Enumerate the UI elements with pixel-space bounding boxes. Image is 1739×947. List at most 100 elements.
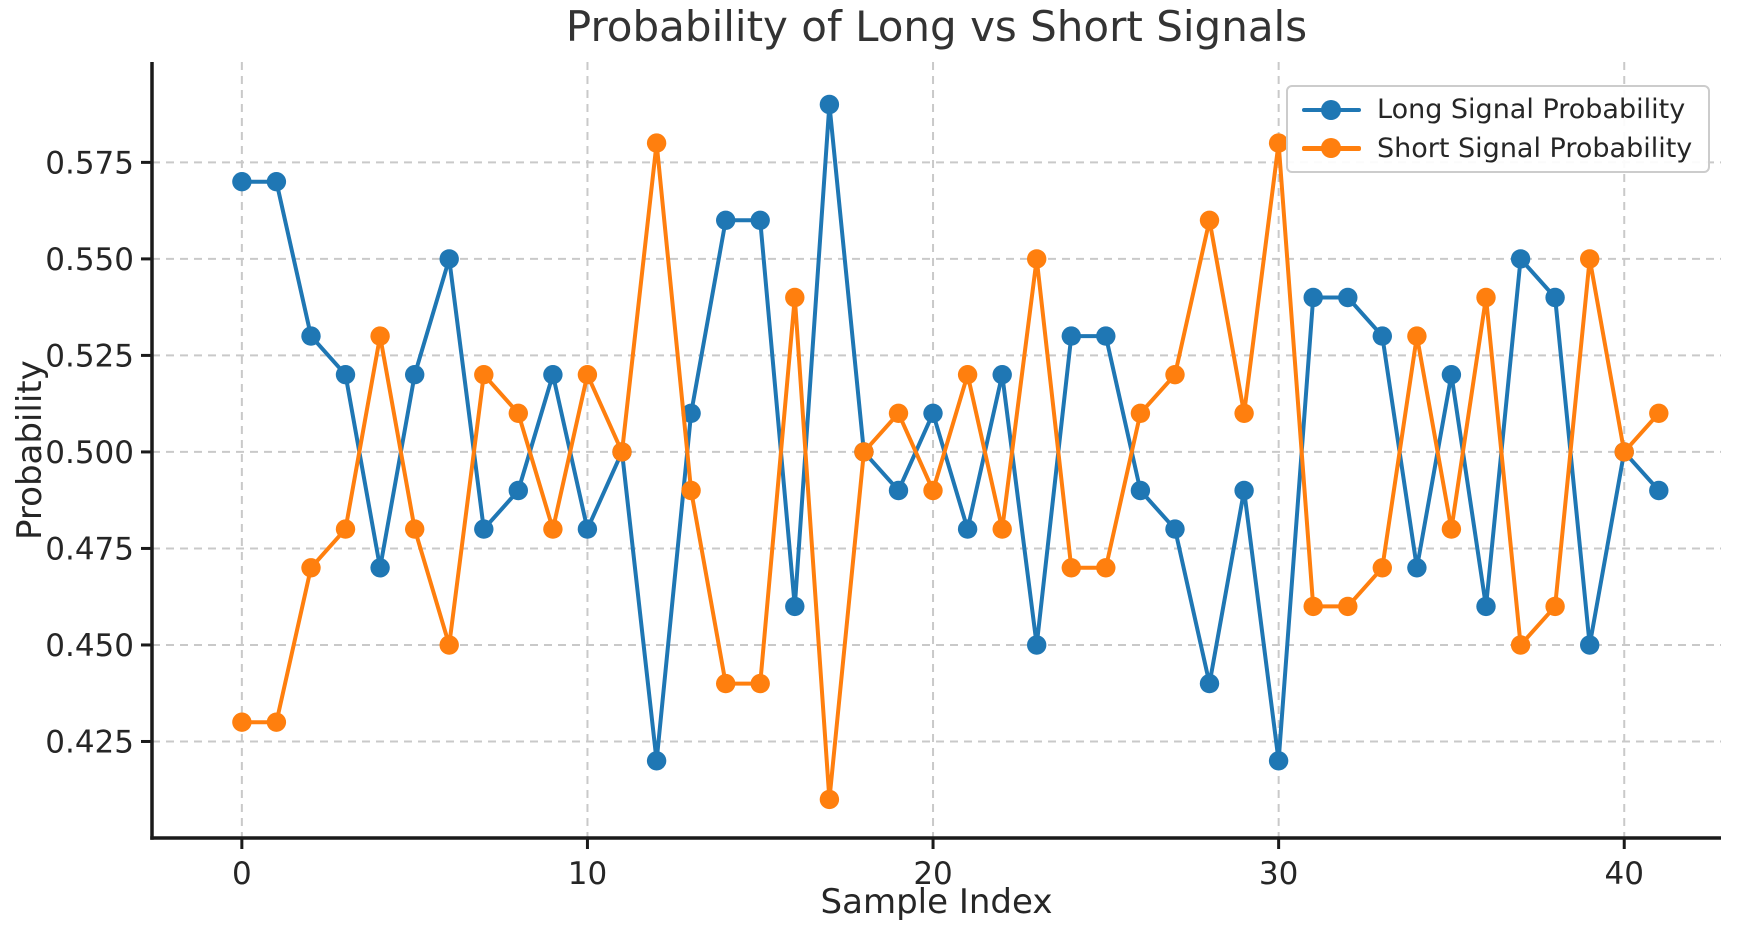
series-short-marker bbox=[405, 519, 425, 539]
series-short-marker bbox=[1096, 558, 1116, 578]
series-long-marker bbox=[1372, 326, 1393, 346]
series-long-marker bbox=[1303, 287, 1323, 308]
legend-dot-short bbox=[1321, 138, 1341, 159]
series-long-line bbox=[239, 102, 1661, 763]
legend-label-short: Short Signal Probability bbox=[1377, 132, 1693, 164]
series-long-marker bbox=[335, 365, 356, 385]
series-short-marker bbox=[508, 403, 528, 423]
series-short-marker bbox=[439, 635, 459, 655]
series-long-marker bbox=[888, 480, 909, 501]
series-long-marker bbox=[370, 558, 390, 578]
x-axis-label: Sample Index bbox=[820, 882, 1053, 922]
series-short-marker bbox=[854, 442, 874, 462]
legend-label-long: Long Signal Probability bbox=[1377, 94, 1686, 126]
series-long-marker bbox=[232, 172, 252, 192]
series-short-marker bbox=[750, 673, 770, 694]
y-tick-label: 0.425 bbox=[45, 724, 134, 760]
legend-item-long-signal: Long Signal Probability bbox=[1302, 92, 1698, 128]
series-short-marker bbox=[1407, 326, 1427, 346]
series-short-marker bbox=[1027, 249, 1047, 269]
series-long-marker bbox=[957, 519, 978, 539]
series-short-marker bbox=[1441, 519, 1462, 539]
x-tick-label: 20 bbox=[913, 856, 952, 892]
series-long-marker bbox=[1580, 635, 1600, 655]
series-short-marker bbox=[474, 365, 494, 385]
series-long-marker bbox=[1441, 365, 1462, 385]
y-tick-label: 0.450 bbox=[45, 628, 134, 664]
series-long-marker bbox=[1545, 287, 1565, 308]
series-short-marker bbox=[819, 789, 840, 810]
series-short-marker bbox=[1165, 365, 1185, 385]
series-short-marker bbox=[1130, 403, 1151, 423]
series-long-marker bbox=[266, 172, 287, 192]
series-short-marker bbox=[1199, 210, 1220, 230]
series-long-marker bbox=[301, 326, 321, 346]
series-short-marker bbox=[232, 712, 252, 732]
series-long-marker bbox=[992, 365, 1012, 385]
legend-line-marker-sample-short bbox=[1302, 138, 1361, 159]
y-tick-label: 0.550 bbox=[45, 242, 134, 278]
series-short-marker bbox=[1338, 596, 1358, 617]
series-short-marker bbox=[612, 442, 632, 462]
series-long-marker bbox=[750, 210, 770, 230]
x-tick-label: 0 bbox=[232, 856, 252, 892]
series-long-marker bbox=[923, 403, 943, 423]
series-short-marker bbox=[301, 558, 321, 578]
series-long-marker bbox=[1476, 596, 1496, 617]
legend-dot-long bbox=[1321, 99, 1341, 120]
series-long-marker bbox=[646, 751, 667, 771]
series-short-marker bbox=[992, 519, 1012, 539]
series-long-marker bbox=[819, 94, 840, 115]
tick-marks bbox=[141, 160, 1626, 849]
series-short-marker bbox=[577, 365, 598, 385]
series-short-marker bbox=[888, 403, 909, 423]
series-long-marker bbox=[1061, 326, 1082, 346]
series-short-marker bbox=[1303, 596, 1323, 617]
legend-line-marker-sample-long bbox=[1302, 99, 1361, 120]
series-short-marker bbox=[1614, 442, 1634, 462]
series-long-marker bbox=[1510, 249, 1531, 269]
series-long-marker bbox=[1407, 558, 1427, 578]
series-long-marker bbox=[577, 519, 598, 539]
legend-item-short-signal: Short Signal Probability bbox=[1302, 130, 1698, 166]
series-short-signal bbox=[232, 133, 1669, 810]
series-short-marker bbox=[923, 480, 943, 501]
series-long-marker bbox=[1027, 635, 1047, 655]
y-tick-label: 0.525 bbox=[45, 338, 134, 374]
series-short-marker bbox=[266, 712, 287, 732]
series-short-marker bbox=[1372, 558, 1393, 578]
series-short-marker bbox=[1510, 635, 1531, 655]
series-short-marker bbox=[785, 287, 805, 308]
series-long-marker bbox=[1234, 480, 1254, 501]
series-long-marker bbox=[716, 210, 736, 230]
series-long-marker bbox=[1649, 480, 1669, 501]
series-long-signal bbox=[232, 94, 1669, 771]
series-short-line bbox=[239, 141, 1661, 802]
series-short-marker bbox=[681, 480, 701, 501]
legend: Long Signal Probability Short Signal Pro… bbox=[1286, 85, 1710, 173]
series-short-marker bbox=[1649, 403, 1669, 423]
series-short-marker bbox=[957, 365, 978, 385]
series-long-marker bbox=[439, 249, 459, 269]
y-tick-label: 0.500 bbox=[45, 435, 134, 471]
series-long-marker bbox=[1130, 480, 1151, 501]
axes-spines bbox=[150, 62, 1721, 840]
series-long-marker bbox=[508, 480, 528, 501]
series-long-marker bbox=[785, 596, 805, 617]
series-long-marker bbox=[543, 365, 563, 385]
series-short-marker bbox=[543, 519, 563, 539]
series-short-marker bbox=[716, 673, 736, 694]
y-tick-label: 0.475 bbox=[45, 531, 134, 567]
series-long-marker bbox=[405, 365, 425, 385]
series-short-marker bbox=[646, 133, 667, 153]
series-short-marker bbox=[370, 326, 390, 346]
series-long-marker bbox=[1268, 751, 1289, 771]
x-tick-label: 40 bbox=[1605, 856, 1644, 892]
gridlines bbox=[152, 62, 1721, 838]
series-short-marker bbox=[1476, 287, 1496, 308]
series-long-marker bbox=[1338, 287, 1358, 308]
series-long-marker bbox=[681, 403, 701, 423]
series-short-marker bbox=[1580, 249, 1600, 269]
y-tick-label: 0.575 bbox=[45, 145, 134, 181]
